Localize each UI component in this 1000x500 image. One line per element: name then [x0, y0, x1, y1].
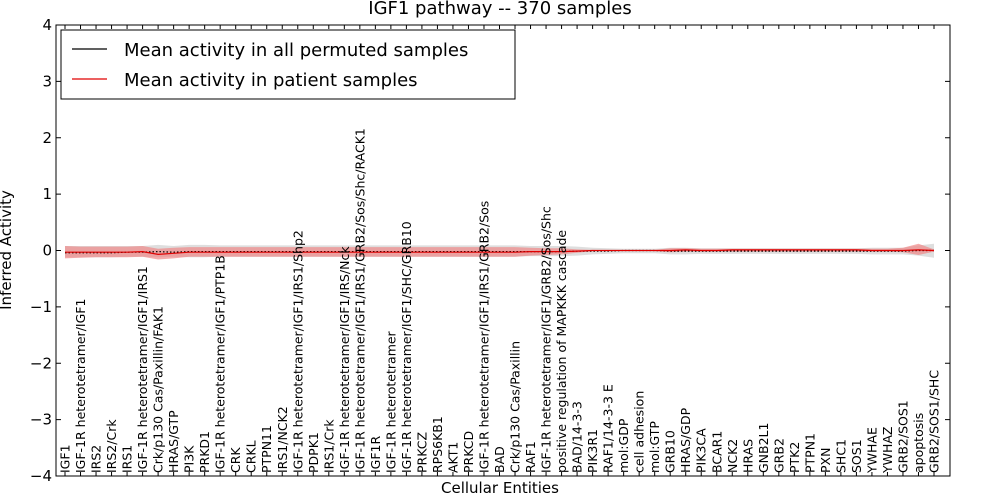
category-label: RAF1/14-3-3 E	[601, 384, 616, 473]
category-label: IGF-1R heterotetramer/IGF1/IRS1/GRB2/Sos	[476, 201, 491, 473]
category-label: Crk/p130 Cas/Paxillin/FAK1	[151, 306, 166, 473]
category-label: PRKCD	[461, 431, 476, 473]
category-label: BCAR1	[709, 431, 724, 473]
category-label: NCK2	[725, 439, 740, 473]
y-tick-label: 1	[42, 185, 52, 203]
category-label: IRS1	[120, 445, 135, 473]
x-axis	[64, 25, 935, 476]
category-labels: IGF1 IGF-1R heterotetramer/IGF1 IRS2 IRS2/C…	[58, 128, 942, 474]
category-label: GRB2/SOS1/SHC	[927, 370, 942, 473]
category-label: IGF-1R heterotetramer/IGF1/IRS1	[135, 266, 150, 473]
category-label: GRB2/SOS1	[895, 400, 910, 473]
category-label: CRKL	[244, 440, 259, 473]
legend: Mean activity in all permuted samples Me…	[60, 29, 516, 100]
category-label: IGF-1R heterotetramer/IGF1/PTP1B	[213, 255, 228, 473]
category-label: HRAS/GTP	[166, 410, 181, 473]
category-label: IGF1	[58, 444, 73, 473]
category-label: AKT1	[445, 442, 460, 473]
chart-title: IGF1 pathway -- 370 samples	[368, 0, 631, 19]
category-label: Crk/p130 Cas/Paxillin	[508, 341, 523, 473]
category-label: IGF-1R heterotetramer/IGF1/IRS1/GRB2/Sos…	[352, 128, 367, 473]
category-label: PIK3CA	[694, 428, 709, 473]
category-label: IRS1/NCK2	[275, 406, 290, 473]
category-label: HRAS	[740, 439, 755, 473]
category-label: positive regulation of MAPKKK cascade	[554, 230, 569, 473]
category-label: IGF-1R heterotetramer/IGF1/SHC/GRB10	[399, 221, 414, 473]
category-label: RPS6KB1	[430, 416, 445, 473]
category-label: GRB2	[771, 438, 786, 473]
category-label: cell adhesion	[632, 391, 647, 473]
category-label: apoptosis	[911, 413, 926, 473]
category-label: PXN	[818, 448, 833, 473]
y-axis-title: Inferred Activity	[0, 190, 15, 310]
category-label: GNB2L1	[756, 423, 771, 473]
category-label: CRK	[228, 447, 243, 473]
series-lines	[65, 249, 935, 256]
category-label: PI3K	[182, 445, 197, 473]
legend-label-permuted: Mean activity in all permuted samples	[124, 40, 468, 61]
category-label: GRB10	[663, 430, 678, 473]
category-label: SHC1	[833, 439, 848, 473]
category-label: PTPN11	[259, 425, 274, 473]
category-label: HRAS/GDP	[678, 407, 693, 473]
y-tick-label: 3	[42, 72, 52, 90]
category-label: IGF-1R heterotetramer/IGF1/IRS/Nck	[337, 246, 352, 473]
legend-label-patient: Mean activity in patient samples	[124, 70, 418, 91]
category-label: IGF-1R heterotetramer/IGF1	[73, 299, 88, 473]
y-tick-label: −1	[30, 298, 52, 316]
category-label: IGF-1R heterotetramer	[383, 330, 398, 473]
y-tick-label: 0	[42, 242, 52, 260]
category-label: IRS2/Crk	[104, 419, 119, 473]
category-label: PRKD1	[197, 431, 212, 473]
category-label: SOS1	[849, 439, 864, 473]
category-label: IRS1/Crk	[321, 419, 336, 473]
category-label: mol:GTP	[647, 421, 662, 473]
category-label: IGF1R	[368, 435, 383, 473]
line-series-1	[65, 249, 935, 256]
category-label: YWHAE	[864, 427, 879, 474]
category-label: YWHAZ	[880, 426, 895, 474]
category-label: PRKCZ	[414, 432, 429, 473]
y-axis: −4 −3 −2 −1 0 1 2 3 4	[30, 16, 950, 485]
category-label: PTPN1	[802, 433, 817, 473]
y-tick-label: 4	[42, 16, 52, 34]
x-axis-title: Cellular Entities	[441, 479, 559, 497]
category-label: BAD	[492, 446, 507, 473]
y-tick-label: 2	[42, 129, 52, 147]
category-label: PTK2	[787, 442, 802, 473]
category-label: RAF1	[523, 441, 538, 473]
y-tick-label: −2	[30, 354, 52, 372]
category-label: PIK3R1	[585, 429, 600, 473]
y-tick-label: −3	[30, 411, 52, 429]
y-tick-label: −4	[30, 467, 52, 485]
category-label: PDPK1	[306, 432, 321, 473]
category-label: mol:GDP	[616, 418, 631, 473]
category-label: BAD/14-3-3	[570, 401, 585, 473]
legend-box	[60, 29, 516, 100]
category-label: IGF-1R heterotetramer/IGF1/IRS1/Shp2	[290, 230, 305, 473]
category-label: IGF-1R heterotetramer/IGF1/GRB2/Sos/Shc	[539, 206, 554, 473]
category-label: IRS2	[89, 445, 104, 473]
